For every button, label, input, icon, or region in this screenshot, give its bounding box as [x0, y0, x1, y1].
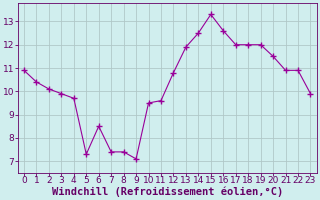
X-axis label: Windchill (Refroidissement éolien,°C): Windchill (Refroidissement éolien,°C)	[52, 187, 283, 197]
